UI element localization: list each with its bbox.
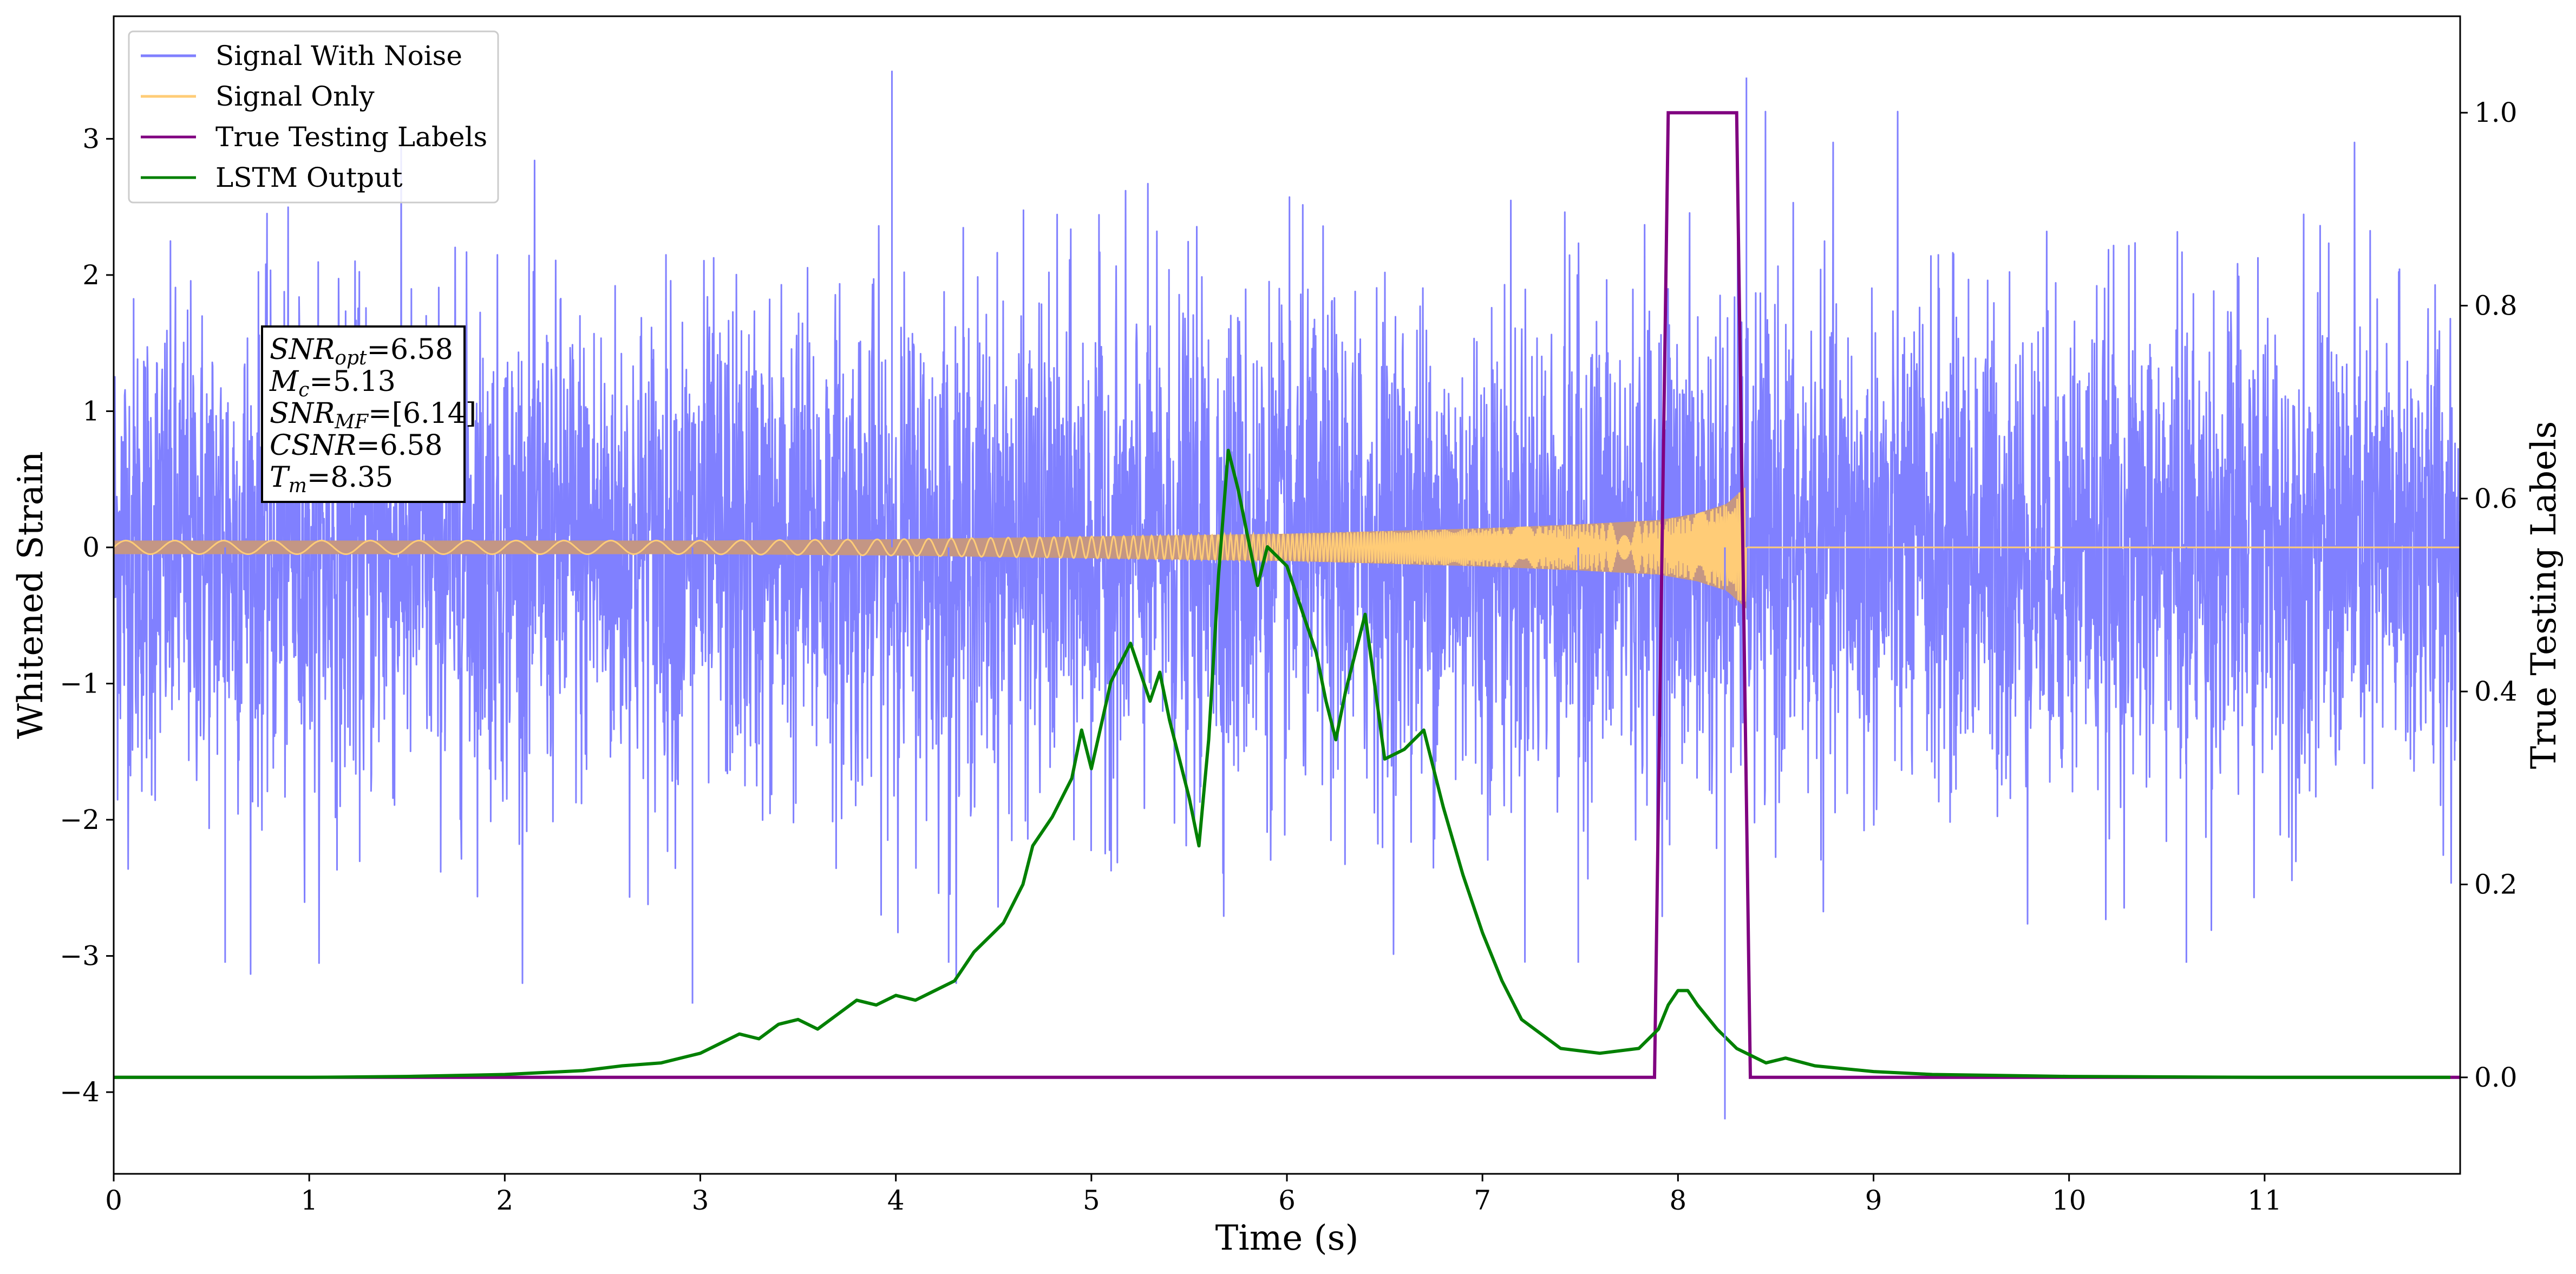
y-tick-label: −3 (60, 940, 100, 972)
y2-tick-label: 0.2 (2474, 869, 2518, 900)
x-tick-label: 6 (1278, 1185, 1296, 1216)
x-tick-label: 1 (300, 1185, 318, 1216)
y2-tick-label: 0.8 (2474, 290, 2518, 322)
legend: Signal With Noise Signal Only True Testi… (128, 30, 499, 204)
y2-tick-label: 0.4 (2474, 676, 2518, 707)
y-tick-label: 3 (82, 123, 100, 154)
x-tick-label: 4 (887, 1185, 905, 1216)
signal-only-series (114, 488, 2460, 602)
x-axis-title: Time (s) (1215, 1218, 1359, 1258)
y-tick-label: −2 (60, 804, 100, 835)
y-axis-ticks: −4 −3 −2 −1 0 1 2 3 (60, 123, 114, 1108)
info-box-frame (261, 325, 466, 503)
legend-label-lstm-output: LSTM Output (215, 162, 402, 193)
y-tick-label: 0 (82, 532, 100, 563)
signal-only-fill (114, 486, 1747, 609)
y2-tick-label: 0.0 (2474, 1062, 2518, 1093)
info-mc: Mc=5.13 (269, 365, 396, 401)
signal-with-noise-series (114, 110, 2460, 984)
legend-label-signal-only: Signal Only (215, 81, 375, 112)
info-snr-mf: SNRMF=[6.14] (270, 397, 476, 433)
x-tick-label: 5 (1083, 1185, 1100, 1216)
y-tick-label: −1 (60, 668, 100, 699)
info-tm: Tm=8.35 (270, 461, 393, 497)
y-axis-title: Whitened Strain (11, 451, 51, 739)
y2-axis-ticks: 0.0 0.2 0.4 0.6 0.8 1.0 (2460, 97, 2518, 1093)
y-tick-label: 1 (82, 395, 100, 427)
y-tick-label: −4 (60, 1076, 100, 1108)
x-tick-label: 11 (2247, 1185, 2282, 1216)
legend-frame (128, 30, 499, 204)
legend-label-signal-with-noise: Signal With Noise (215, 40, 462, 71)
y2-axis-title: True Testing Labels (2524, 421, 2564, 769)
x-tick-label: 9 (1865, 1185, 1882, 1216)
info-box: SNRopt=6.58 Mc=5.13 SNRMF=[6.14] CSNR=6.… (261, 325, 476, 503)
y2-tick-label: 0.6 (2474, 483, 2518, 514)
x-tick-label: 8 (1669, 1185, 1686, 1216)
x-tick-label: 2 (496, 1185, 513, 1216)
x-tick-label: 10 (2052, 1185, 2087, 1216)
lstm-output-series (114, 448, 2450, 1079)
legend-label-true-testing-labels: True Testing Labels (215, 121, 487, 153)
y-tick-label: 2 (82, 259, 100, 291)
x-tick-label: 7 (1474, 1185, 1491, 1216)
y2-tick-label: 1.0 (2474, 97, 2518, 128)
x-tick-label: 3 (692, 1185, 709, 1216)
true-testing-labels-series (114, 111, 2460, 1079)
x-axis-ticks: 0 1 2 3 4 5 6 7 8 9 10 11 (105, 1174, 2282, 1216)
info-csnr: CSNR=6.58 (270, 429, 442, 462)
info-snr-opt: SNRopt=6.58 (270, 334, 453, 369)
x-tick-label: 0 (105, 1185, 122, 1216)
